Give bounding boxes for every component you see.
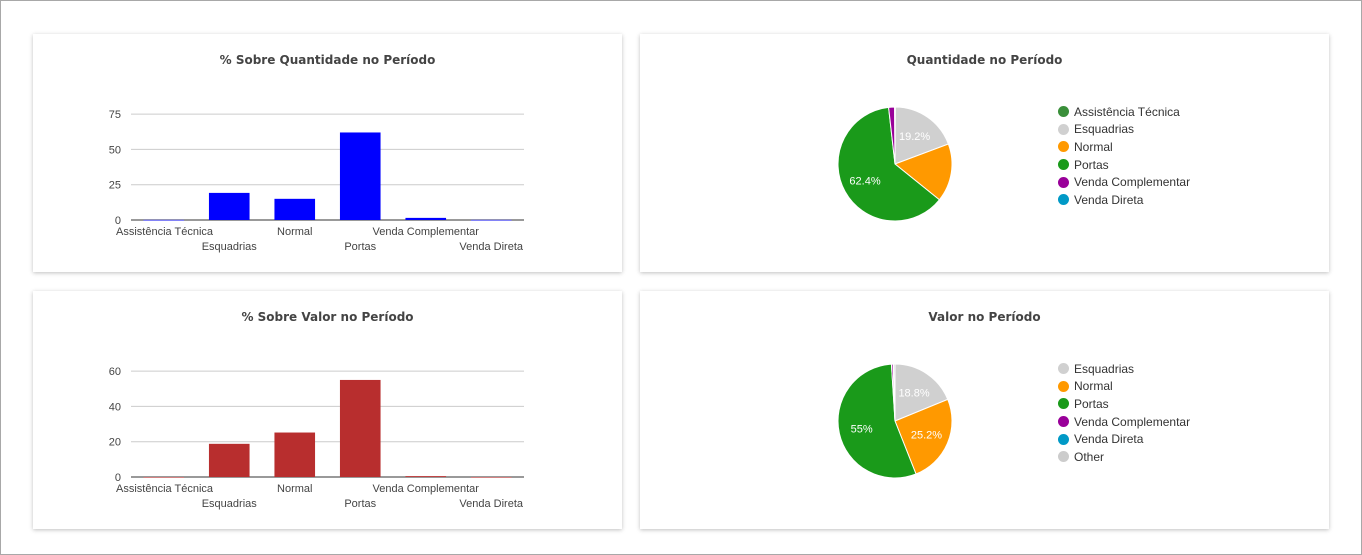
y-tick-label: 25 xyxy=(109,180,121,192)
legend-swatch xyxy=(1058,398,1069,410)
legend-swatch xyxy=(1058,123,1069,135)
bar[interactable] xyxy=(143,219,185,221)
legend-item[interactable]: Venda Complementar xyxy=(1058,413,1190,431)
pie-slice[interactable] xyxy=(894,363,949,422)
y-tick-label: 40 xyxy=(109,401,121,413)
bar-chart: 0 25 50 75 Assistência Técnica Esquadrias Norm… xyxy=(109,109,524,253)
bar[interactable] xyxy=(470,477,512,478)
chart-title: % Sobre Valor no Período xyxy=(241,310,414,324)
legend-item[interactable]: Normal xyxy=(1058,378,1190,396)
legend-swatch xyxy=(1058,380,1069,392)
x-tick-label: Portas xyxy=(344,498,376,510)
legend-swatch xyxy=(1058,141,1069,153)
chart-legend: Esquadrias Normal Portas Venda Complementar… xyxy=(1058,360,1190,466)
bar-chart: 0 20 40 60 Assistência Técnica Esquadrias Norm… xyxy=(109,366,524,510)
slice-label: 19.2% xyxy=(899,131,930,143)
legend-swatch xyxy=(1058,176,1069,188)
y-tick-label: 20 xyxy=(109,437,121,449)
x-tick-label: Assistência Técnica xyxy=(116,483,214,495)
x-tick-label: Venda Complementar xyxy=(373,483,480,495)
chart-card-value-percent: % Sobre Valor no Período 0 20 40 60 Assistên… xyxy=(33,291,622,529)
y-tick-label: 0 xyxy=(115,472,121,484)
chart-title: Valor no Período xyxy=(928,310,1041,324)
y-tick-label: 75 xyxy=(109,109,121,121)
bar[interactable] xyxy=(208,443,250,477)
legend-swatch xyxy=(1058,451,1069,463)
legend-label: Portas xyxy=(1074,396,1109,411)
legend-item[interactable]: Portas xyxy=(1058,156,1190,174)
x-tick-label: Assistência Técnica xyxy=(116,226,214,238)
legend-item[interactable]: Esquadrias xyxy=(1058,121,1190,139)
legend-item[interactable]: Assistência Técnica xyxy=(1058,103,1190,121)
bar[interactable] xyxy=(405,217,447,220)
bar[interactable] xyxy=(208,192,250,220)
legend-label: Venda Direta xyxy=(1074,432,1144,447)
bar[interactable] xyxy=(274,198,316,220)
pie-chart: 18.8% 25.2% 55% xyxy=(837,363,953,479)
legend-swatch xyxy=(1058,363,1069,375)
legend-item[interactable]: Venda Direta xyxy=(1058,191,1190,209)
legend-swatch xyxy=(1058,433,1069,445)
x-tick-label: Normal xyxy=(277,483,312,495)
chart-title: % Sobre Quantidade no Período xyxy=(219,53,436,67)
pie-slice[interactable] xyxy=(894,398,953,475)
legend-item[interactable]: Normal xyxy=(1058,138,1190,156)
pie-slice[interactable] xyxy=(893,363,896,422)
pie-slice[interactable] xyxy=(837,106,941,222)
pie-slice[interactable] xyxy=(894,143,953,201)
legend-label: Venda Complementar xyxy=(1074,414,1191,429)
chart-title: Quantidade no Período xyxy=(906,53,1063,67)
legend-swatch xyxy=(1058,416,1069,428)
chart-card-value: Valor no Período 18.8% 25.2% 55% Esquadria… xyxy=(640,291,1329,529)
legend-item[interactable]: Esquadrias xyxy=(1058,360,1190,378)
x-tick-label: Esquadrias xyxy=(202,498,258,510)
legend-item[interactable]: Venda Direta xyxy=(1058,430,1190,448)
x-tick-label: Portas xyxy=(344,241,376,253)
bar[interactable] xyxy=(143,477,185,478)
slice-label: 25.2% xyxy=(911,429,942,441)
legend-swatch xyxy=(1058,159,1069,171)
pie-slice[interactable] xyxy=(837,363,917,479)
legend-swatch xyxy=(1058,194,1069,206)
x-tick-label: Venda Direta xyxy=(459,498,523,510)
x-tick-label: Normal xyxy=(277,226,312,238)
legend-label: Venda Direta xyxy=(1074,192,1144,207)
slice-label: 18.8% xyxy=(898,388,929,400)
chart-card-quantity-percent: % Sobre Quantidade no Período 0 25 50 75 Ass… xyxy=(33,34,622,272)
legend-label: Assistência Técnica xyxy=(1074,104,1180,119)
y-tick-label: 50 xyxy=(109,144,121,156)
legend-label: Portas xyxy=(1074,157,1109,172)
x-tick-label: Esquadrias xyxy=(202,241,258,253)
legend-label: Normal xyxy=(1074,379,1113,394)
slice-label: 62.4% xyxy=(849,175,880,187)
bar[interactable] xyxy=(405,476,447,477)
x-tick-label: Venda Complementar xyxy=(373,226,480,238)
bar[interactable] xyxy=(339,132,381,220)
legend-item[interactable]: Portas xyxy=(1058,395,1190,413)
legend-swatch xyxy=(1058,106,1069,118)
bar[interactable] xyxy=(339,379,381,477)
pie-slice[interactable] xyxy=(894,106,950,165)
chart-legend: Assistência Técnica Esquadrias Normal Porta… xyxy=(1058,103,1190,209)
chart-card-quantity: Quantidade no Período 19.2% 62.4% Assistê… xyxy=(640,34,1329,272)
y-tick-label: 60 xyxy=(109,366,121,378)
legend-item[interactable]: Other xyxy=(1058,448,1190,466)
slice-label: 55% xyxy=(851,423,873,435)
pie-chart: 19.2% 62.4% xyxy=(837,106,953,222)
legend-label: Normal xyxy=(1074,139,1113,154)
legend-item[interactable]: Venda Complementar xyxy=(1058,173,1190,191)
legend-label: Esquadrias xyxy=(1074,361,1135,376)
bar[interactable] xyxy=(470,219,512,221)
x-tick-label: Venda Direta xyxy=(459,241,523,253)
legend-label: Esquadrias xyxy=(1074,122,1135,137)
bar[interactable] xyxy=(274,432,316,477)
legend-label: Venda Complementar xyxy=(1074,175,1191,190)
y-tick-label: 0 xyxy=(115,215,121,227)
legend-label: Other xyxy=(1074,449,1105,464)
